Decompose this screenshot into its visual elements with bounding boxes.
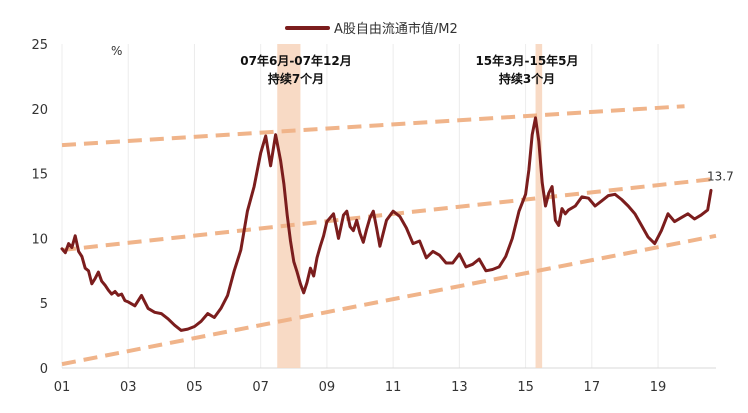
trend-line-0 [61,104,685,148]
x-tick-label-6: 13 [451,380,468,395]
y-unit-label: % [111,44,122,58]
y-axis-ticks: 0 5 10 15 20 25 [31,38,48,377]
trend-lines [61,104,717,367]
annotation-2007-duration: 持续7个月 [268,71,324,86]
grid-lines [61,44,716,369]
y-tick-label-1: 5 [40,297,48,312]
annotation-2007-range: 07年6月-07年12月 [240,53,351,68]
x-tick-label-5: 11 [385,380,402,395]
series-line-path [60,116,713,332]
y-tick-label-2: 10 [31,232,48,247]
series-line [60,116,713,332]
highlight-band-1 [535,44,543,368]
annotation-2015-range: 15年3月-15年5月 [475,53,578,68]
x-tick-label-8: 17 [584,380,601,395]
x-tick-label-0: 01 [54,380,71,395]
y-tick-label-0: 0 [40,362,48,377]
y-tick-label-5: 25 [31,38,48,53]
end-value-label: 13.7 [707,169,734,183]
x-tick-label-3: 07 [252,380,269,395]
x-tick-label-4: 09 [319,380,336,395]
highlight-bands [277,44,543,368]
x-tick-label-7: 15 [517,380,534,395]
y-tick-label-3: 15 [31,168,48,183]
x-tick-label-2: 05 [186,380,203,395]
trend-line-2 [61,233,717,367]
x-tick-label-1: 03 [120,380,137,395]
x-axis-ticks: 01 03 05 07 09 11 13 15 17 19 [54,380,667,395]
highlight-band-0 [277,44,301,368]
annotation-2015-duration: 持续3个月 [499,71,555,86]
annotations: 07年6月-07年12月 持续7个月 15年3月-15年5月 持续3个月 [240,53,578,86]
y-tick-label-4: 20 [31,103,48,118]
legend-label: A股自由流通市值/M2 [334,21,458,37]
legend: A股自由流通市值/M2 [285,21,458,37]
x-tick-label-9: 19 [650,380,667,395]
